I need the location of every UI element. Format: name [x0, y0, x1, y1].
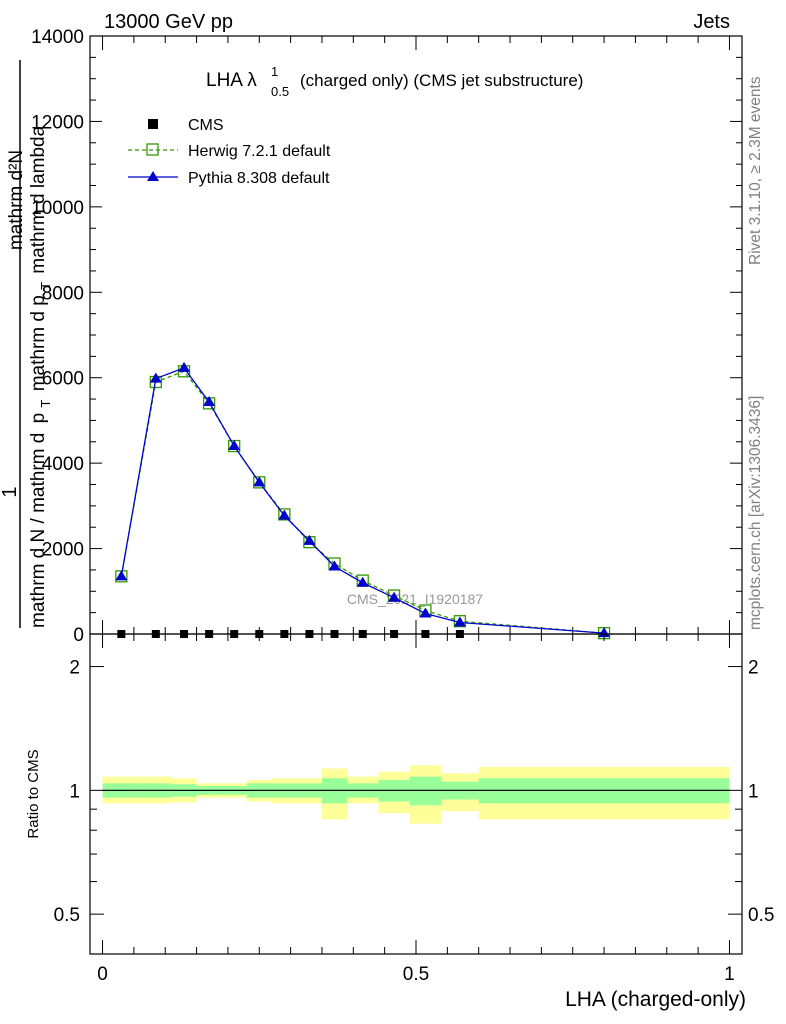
legend-marker-pythia	[147, 171, 159, 181]
main-y-tick-label: 10000	[31, 198, 84, 219]
pythia-data-point	[278, 509, 291, 520]
main-plot-panel: 0 2000 4000 6000 8000 10000 12000 14000 LHA λ 1…	[31, 27, 743, 646]
ratio-plot-panel: 0.5 0.51 12 2 0 0.5 1 Ratio to CMS LHA (charg…	[25, 633, 774, 1011]
main-x-axis	[102, 36, 730, 634]
y-label-numerator: mathrm d²N	[6, 150, 27, 250]
legend-label-cms: CMS	[188, 117, 224, 134]
legend-entry-herwig: Herwig 7.2.1 default	[128, 143, 331, 160]
legend-label-herwig: Herwig 7.2.1 default	[188, 143, 331, 160]
ratio-y-label: Ratio to CMS	[25, 749, 42, 838]
pythia-data-point	[115, 570, 128, 581]
ratio-x-tick-label: 1	[724, 964, 735, 985]
main-y-tick-label: 14000	[31, 27, 84, 48]
y-label-denominator: mathrm d N / mathrm d p T mathrm d p T m…	[28, 125, 55, 628]
plot-title: LHA λ	[206, 70, 257, 91]
main-series-group	[115, 361, 611, 640]
pythia-data-point	[328, 560, 341, 571]
plot-title-subscript: 0.5	[271, 84, 289, 99]
pythia-data-point	[453, 616, 466, 627]
main-y-tick-label: 2000	[42, 540, 84, 561]
pythia-data-point	[228, 440, 241, 451]
header-left: 13000 GeV pp	[104, 11, 233, 33]
analysis-watermark: CMS_2021_I1920187	[347, 591, 483, 607]
legend-label-pythia: Pythia 8.308 default	[188, 170, 330, 187]
legend-entry-cms: CMS	[148, 117, 224, 134]
ratio-y-tick-label: 2	[69, 658, 80, 679]
ratio-y-axis: 0.5 0.5 1 1 2 2	[54, 658, 774, 955]
legend-marker-cms	[148, 119, 158, 129]
pythia-data-point	[178, 361, 191, 372]
pythia-data-point	[419, 607, 432, 618]
header-right: Jets	[693, 11, 730, 33]
ratio-x-tick-label: 0	[97, 964, 108, 985]
plot-title-superscript: 1	[271, 64, 278, 79]
ratio-y-tick-label: 0.5	[54, 905, 80, 926]
pythia-data-point	[598, 627, 611, 638]
main-y-tick-label: 12000	[31, 112, 84, 133]
pythia-series-line	[120, 367, 605, 634]
pythia-data-point	[356, 576, 369, 587]
y-axis-label: 1 mathrm d²N mathrm d N / mathrm d p T m…	[0, 60, 55, 628]
x-axis-label: LHA (charged-only)	[565, 988, 746, 1011]
herwig-data-point	[278, 508, 291, 521]
pythia-data-point	[388, 591, 401, 602]
main-y-tick-label: 4000	[42, 454, 84, 475]
main-y-axis: 0 2000 4000 6000 8000 10000 12000 14000	[31, 27, 742, 646]
rivet-version-label: Rivet 3.1.10, ≥ 2.3M events	[747, 76, 764, 265]
ratio-y-tick-label: 1	[69, 781, 80, 802]
mcplots-label: mcplots.cern.ch [arXiv:1306.3436]	[747, 396, 764, 630]
ratio-uncertainty-bands	[102, 765, 730, 824]
ratio-y-tick-label-right: 0.5	[748, 905, 774, 926]
legend-entry-pythia: Pythia 8.308 default	[128, 170, 330, 187]
pythia-data-point	[203, 396, 216, 407]
legend: CMS Herwig 7.2.1 default Pythia 8.308 de…	[128, 117, 331, 187]
plot-title-rest: (charged only) (CMS jet substructure)	[300, 71, 583, 90]
pythia-data-point	[303, 534, 316, 545]
legend-marker-herwig	[146, 143, 159, 156]
y-label-one: 1	[0, 486, 21, 497]
ratio-x-axis: 0 0.5 1	[97, 634, 735, 985]
pythia-data-point	[253, 476, 266, 487]
main-y-tick-label: 0	[73, 625, 84, 646]
pythia-data-point	[149, 372, 162, 383]
main-y-tick-label: 8000	[42, 283, 84, 304]
ratio-y-tick-label-right: 2	[748, 658, 759, 679]
ratio-y-tick-label-right: 1	[748, 781, 759, 802]
main-y-tick-label: 6000	[42, 369, 84, 390]
ratio-x-tick-label: 0.5	[403, 964, 429, 985]
